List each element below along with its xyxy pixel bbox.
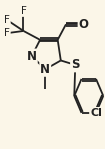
Text: N: N bbox=[27, 50, 37, 63]
Text: F: F bbox=[21, 6, 26, 16]
Text: Cl: Cl bbox=[90, 108, 102, 118]
Text: O: O bbox=[79, 18, 89, 31]
Text: S: S bbox=[71, 58, 80, 71]
Text: N: N bbox=[40, 63, 50, 76]
Text: F: F bbox=[4, 28, 10, 38]
Text: F: F bbox=[4, 15, 10, 25]
